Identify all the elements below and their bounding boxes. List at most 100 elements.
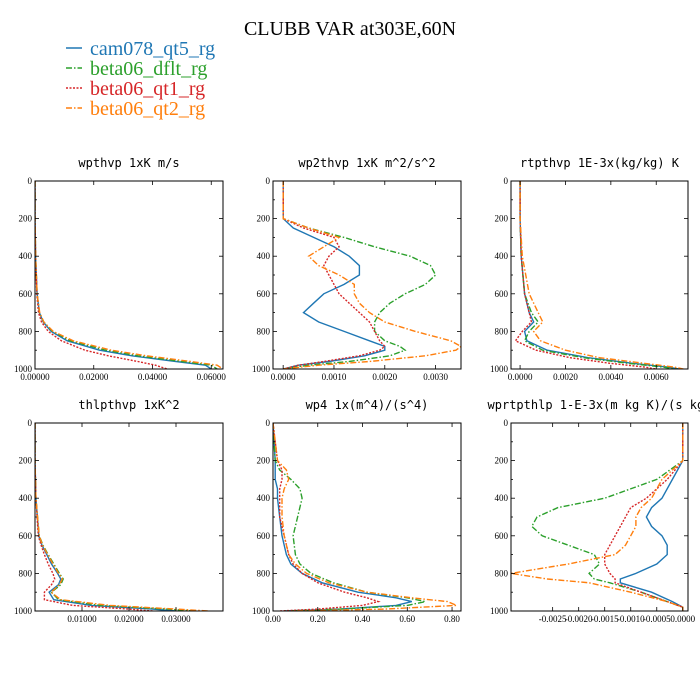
y-tick-label: 600 xyxy=(19,289,33,299)
y-tick-label: 200 xyxy=(257,214,271,224)
x-tick-label: 0.60 xyxy=(399,614,415,624)
y-tick-label: 800 xyxy=(257,568,271,578)
plot-frame xyxy=(34,180,224,370)
panel-title: wp2thvp 1xK m^2/s^2 xyxy=(298,156,435,170)
y-tick-label: 600 xyxy=(495,531,509,541)
x-tick-label: 0.0020 xyxy=(553,372,578,382)
y-tick-label: 0 xyxy=(504,176,509,186)
series-line-beta06_qt1_rg xyxy=(514,181,657,369)
y-tick-label: 0 xyxy=(28,176,33,186)
series-line-beta06_qt1_rg xyxy=(273,423,381,611)
series-line-cam078_qt5_rg xyxy=(619,423,684,611)
x-tick-label: -0.0015 xyxy=(591,614,619,624)
y-tick-label: 1000 xyxy=(252,606,271,616)
y-tick-label: 200 xyxy=(257,456,271,466)
x-tick-label: 0.0020 xyxy=(372,372,397,382)
plot-frame xyxy=(272,180,462,370)
panel-6: wprtpthlp 1-E-3x(m kg K)/(s kg) 0 200 400 60… xyxy=(488,398,700,624)
y-tick-label: 200 xyxy=(495,214,509,224)
x-tick-label: 0.0030 xyxy=(423,372,448,382)
y-tick-label: 800 xyxy=(495,568,509,578)
series-line-beta06_dflt_rg xyxy=(282,181,437,369)
series-line-cam078_qt5_rg xyxy=(519,181,680,369)
series-line-cam078_qt5_rg xyxy=(273,423,412,611)
series-line-beta06_dflt_rg xyxy=(35,181,218,369)
y-tick-label: 600 xyxy=(495,289,509,299)
y-tick-label: 400 xyxy=(257,493,271,503)
x-tick-label: 0.00000 xyxy=(20,372,50,382)
x-tick-label: 0.0010 xyxy=(322,372,347,382)
x-tick-label: 0.0000 xyxy=(271,372,296,382)
y-tick-label: 600 xyxy=(257,289,271,299)
x-tick-label: 0.04000 xyxy=(138,372,168,382)
x-tick-label: 0.02000 xyxy=(114,614,144,624)
y-tick-label: 800 xyxy=(495,326,509,336)
panel-4: thlpthvp 1xK^2 0 200 400 600 800 1000 0.01000 0.… xyxy=(14,398,224,624)
x-tick-label: 0.0060 xyxy=(644,372,669,382)
x-tick-label: 0.0040 xyxy=(598,372,623,382)
series-line-beta06_qt2_rg xyxy=(511,423,684,611)
x-tick-label: 0.20 xyxy=(310,614,326,624)
series-line-beta06_qt2_rg xyxy=(35,423,209,611)
y-tick-label: 200 xyxy=(495,456,509,466)
y-tick-label: 1000 xyxy=(490,364,509,374)
y-tick-label: 600 xyxy=(257,531,271,541)
series-line-beta06_dflt_rg xyxy=(530,423,684,611)
series-line-beta06_dflt_rg xyxy=(273,423,426,611)
y-tick-label: 400 xyxy=(19,251,33,261)
y-tick-label: 0 xyxy=(28,418,33,428)
legend-label: beta06_qt2_rg xyxy=(90,98,205,120)
y-tick-label: 200 xyxy=(19,456,33,466)
x-tick-label: 0.80 xyxy=(444,614,460,624)
series-line-beta06_qt2_rg xyxy=(519,181,684,369)
y-tick-label: 1000 xyxy=(252,364,271,374)
y-tick-label: 0 xyxy=(504,418,509,428)
x-tick-label: 0.03000 xyxy=(161,614,191,624)
x-tick-label: -0.0025 xyxy=(539,614,567,624)
y-tick-label: 800 xyxy=(257,326,271,336)
panel-title: wpthvp 1xK m/s xyxy=(78,156,179,170)
legend-label: beta06_dflt_rg xyxy=(90,58,207,80)
series-line-beta06_qt1_rg xyxy=(282,181,386,369)
plot-frame xyxy=(34,422,224,612)
series-line-cam078_qt5_rg xyxy=(35,423,177,611)
y-tick-label: 400 xyxy=(495,493,509,503)
legend-label: beta06_qt1_rg xyxy=(90,78,205,100)
x-tick-label: 0.40 xyxy=(355,614,371,624)
panel-title: thlpthvp 1xK^2 xyxy=(78,398,179,412)
x-tick-label: 0.00 xyxy=(265,614,281,624)
panel-3: rtpthvp 1E-3x(kg/kg) K020040060080010000… xyxy=(490,156,689,382)
series-line-beta06_qt2_rg xyxy=(282,181,461,369)
series-line-beta06_qt1_rg xyxy=(35,181,168,369)
y-tick-label: 1000 xyxy=(14,606,33,616)
series-line-beta06_qt2_rg xyxy=(273,423,457,611)
panel-title: wp4 1x(m^4)/(s^4) xyxy=(306,398,429,412)
y-tick-label: 200 xyxy=(19,214,33,224)
x-tick-label: 0.0000 xyxy=(508,372,533,382)
series-line-cam078_qt5_rg xyxy=(282,181,386,369)
x-tick-label: 0.01000 xyxy=(67,614,97,624)
y-tick-label: 400 xyxy=(19,493,33,503)
series-line-beta06_qt1_rg xyxy=(604,423,684,611)
y-tick-label: 1000 xyxy=(14,364,33,374)
x-tick-label: -0.0005 xyxy=(643,614,671,624)
panel-title: wprtpthlp 1-E-3x(m kg K)/(s kg) xyxy=(488,398,700,412)
y-tick-label: 400 xyxy=(257,251,271,261)
x-tick-label: 0.0000 xyxy=(670,614,695,624)
x-tick-label: -0.0020 xyxy=(565,614,593,624)
x-tick-label: 0.06000 xyxy=(197,372,227,382)
y-tick-label: 1000 xyxy=(490,606,509,616)
x-tick-label: -0.0010 xyxy=(617,614,645,624)
x-tick-label: 0.02000 xyxy=(79,372,109,382)
panel-2: wp2thvp 1xK m^2/s^2020040060080010000.00… xyxy=(252,156,462,382)
series-line-beta06_dflt_rg xyxy=(35,423,195,611)
y-tick-label: 800 xyxy=(19,568,33,578)
y-tick-label: 800 xyxy=(19,326,33,336)
y-tick-label: 0 xyxy=(266,418,271,428)
plot-frame xyxy=(272,422,462,612)
plot-frame xyxy=(510,180,689,370)
